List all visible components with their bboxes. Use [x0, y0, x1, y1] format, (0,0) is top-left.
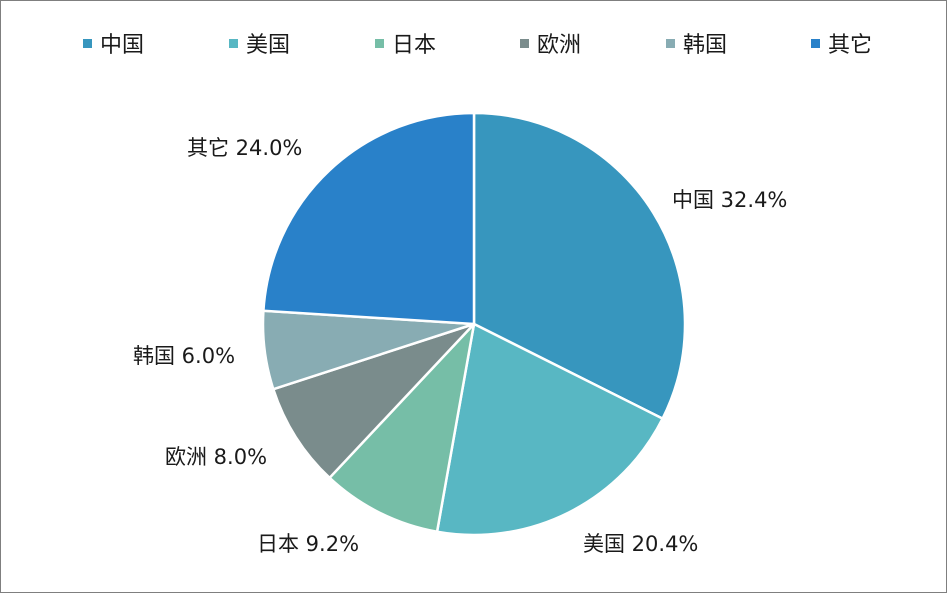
slice-label-other: 其它 24.0%: [187, 136, 302, 160]
legend-item-europe: 欧洲: [520, 25, 581, 61]
legend-item-other: 其它: [811, 25, 872, 61]
legend-label-japan: 日本: [392, 33, 437, 58]
pie-slice-usa: [435, 322, 664, 537]
slice-label-europe: 欧洲 8.0%: [165, 445, 267, 469]
legend-item-china: 中国: [83, 25, 144, 61]
legend-label-europe: 欧洲: [537, 33, 582, 58]
slice-label-japan: 日本 9.2%: [257, 532, 359, 556]
legend-label-korea: 韩国: [683, 33, 728, 58]
legend: 中国 美国 日本 欧洲 韩国 其它: [1, 25, 946, 61]
legend-label-other: 其它: [828, 33, 873, 58]
legend-swatch-other: [811, 38, 820, 48]
pie-slice-other: [262, 111, 476, 326]
legend-label-china: 中国: [100, 33, 145, 58]
slice-label-korea: 韩国 6.0%: [133, 344, 235, 368]
legend-item-japan: 日本: [375, 25, 436, 61]
legend-swatch-korea: [666, 38, 675, 48]
slice-label-usa: 美国 20.4%: [583, 532, 698, 556]
pie-slice-japan: [328, 322, 476, 533]
legend-item-usa: 美国: [229, 25, 290, 61]
legend-swatch-europe: [520, 38, 529, 48]
slice-label-china: 中国 32.4%: [672, 188, 787, 212]
legend-swatch-usa: [229, 38, 238, 48]
pie-slices: [261, 111, 687, 537]
slice-labels: 中国 32.4% 美国 20.4% 日本 9.2% 欧洲 8.0% 韩国 6.0…: [133, 136, 787, 556]
pie-slice-china: [472, 111, 687, 420]
pie-slice-europe: [272, 322, 476, 480]
legend-swatch-china: [83, 38, 92, 48]
legend-label-usa: 美国: [246, 33, 291, 58]
legend-swatch-japan: [375, 38, 384, 48]
legend-item-korea: 韩国: [666, 25, 727, 61]
